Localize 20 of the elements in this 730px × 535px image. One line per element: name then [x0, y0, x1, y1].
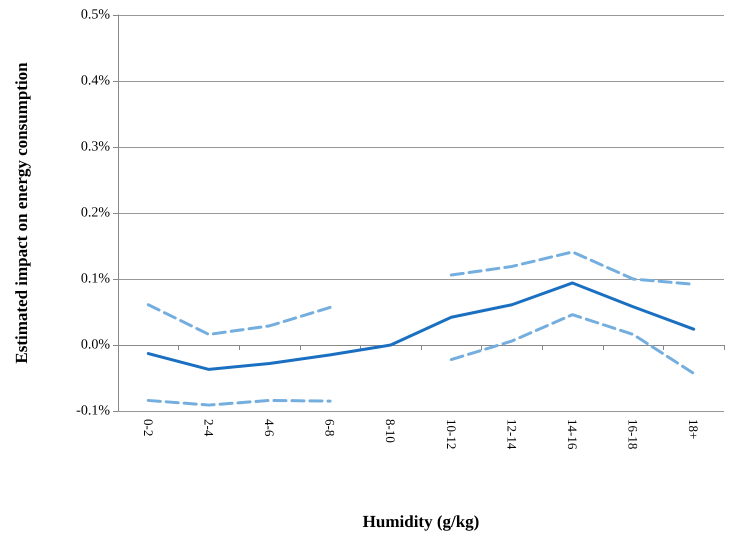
- x-tick-label: 12-14: [504, 419, 520, 450]
- x-tick-label: 4-6: [262, 419, 277, 437]
- x-tick-label: 18+: [686, 419, 702, 440]
- y-tick-label: 0.1%: [80, 272, 110, 286]
- x-tick-label: 6-8: [322, 419, 338, 436]
- x-tick-label: 14-16: [565, 419, 580, 450]
- x-axis-title: Humidity (g/kg): [362, 512, 480, 531]
- y-tick-label: 0.4%: [80, 74, 110, 88]
- x-tick-label: 10-12: [444, 419, 459, 450]
- x-tick-label: 2-4: [201, 419, 216, 437]
- line-series: [146, 281, 696, 371]
- y-tick-label: 0.0%: [80, 338, 110, 352]
- x-tick-label: 0-2: [140, 419, 156, 436]
- x-tick-label: 16-18: [626, 419, 641, 450]
- y-tick-label: 0.3%: [80, 140, 110, 154]
- x-tick-label: 8-10: [383, 419, 398, 443]
- y-tick-label: 0.5%: [80, 8, 110, 22]
- y-tick-label: 0.2%: [80, 206, 110, 220]
- y-axis-title: Estimated impact on energy consumption: [12, 62, 31, 364]
- y-tick-label: -0.1%: [76, 404, 110, 418]
